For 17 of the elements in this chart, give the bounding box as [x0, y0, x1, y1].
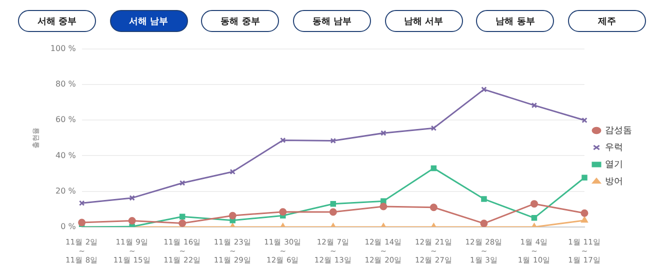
- text: 남해 서부: [404, 16, 444, 28]
- legend-label: 방어: [605, 176, 623, 187]
- y-tick-label: 40 %: [55, 150, 76, 160]
- text: 서해 남부: [129, 16, 168, 28]
- text: 남해 동부: [496, 16, 535, 28]
- text: 서해 중부: [37, 16, 77, 28]
- y-tick-label: 20 %: [55, 186, 76, 196]
- y-tick-label: 80 %: [55, 80, 76, 89]
- legend-label: 우럭: [605, 142, 623, 153]
- text: 동해 남부: [312, 16, 352, 28]
- y-tick-label: 0 %: [60, 222, 76, 232]
- y-tick-label: 100 %: [50, 44, 76, 53]
- legend-label: 감성돔: [605, 126, 632, 136]
- legend-label: 열기: [605, 160, 623, 170]
- y-tick-label: 60 %: [55, 115, 76, 124]
- text: 동해 중부: [220, 16, 260, 28]
- text: 제주: [598, 16, 616, 28]
